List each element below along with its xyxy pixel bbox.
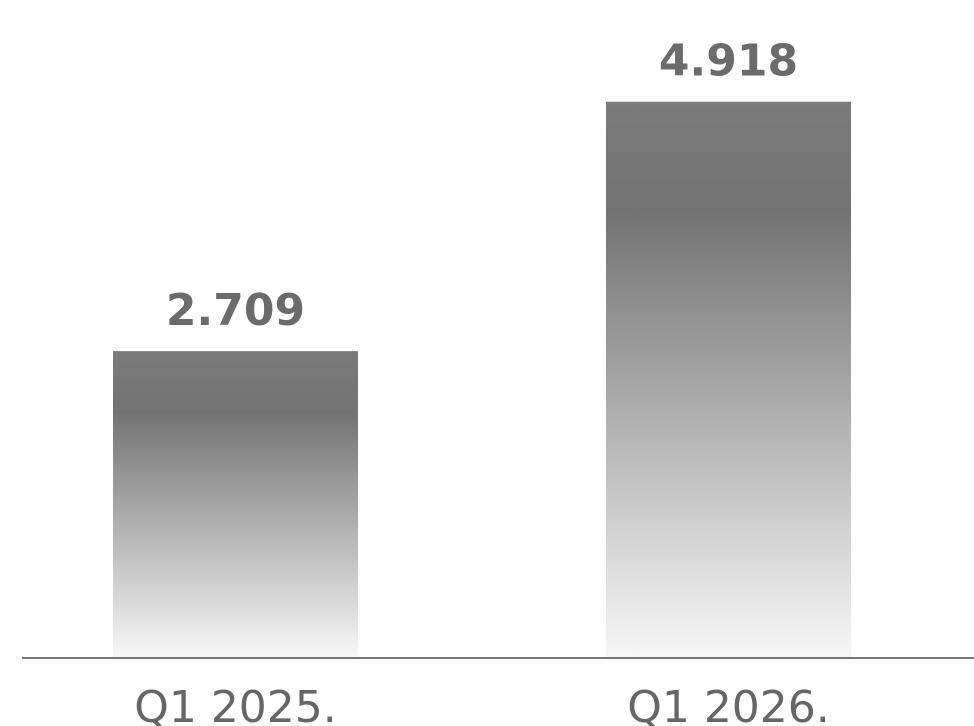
x-tick-label: Q1 2025.: [134, 682, 337, 726]
bar: [606, 101, 851, 658]
value-label: 4.918: [659, 36, 798, 87]
bar: [113, 351, 358, 657]
x-tick-label: Q1 2026.: [627, 682, 830, 726]
value-label: 2.709: [166, 285, 305, 336]
